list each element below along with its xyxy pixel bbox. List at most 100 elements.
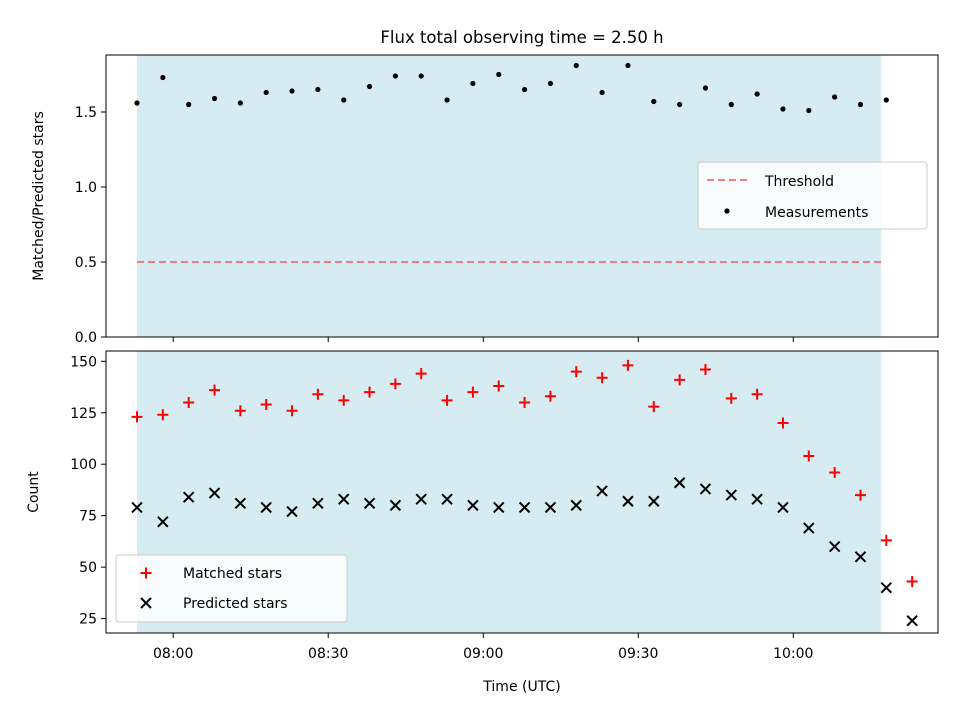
y-tick-label: 50	[79, 560, 97, 576]
predicted-stars-point	[493, 501, 505, 514]
y-tick-label: 150	[70, 354, 97, 370]
matched-stars-point	[441, 394, 453, 406]
measurement-point	[677, 101, 683, 108]
measurement-point	[366, 83, 373, 90]
matched-stars-point	[389, 378, 401, 390]
legend-matched-label: Matched stars	[183, 566, 282, 582]
matched-stars-point	[854, 489, 866, 501]
predicted-stars-point	[596, 485, 608, 497]
legend-measurement-label: Measurements	[765, 205, 868, 221]
matched-stars-point	[803, 450, 815, 462]
predicted-stars-point	[906, 614, 918, 627]
measurement-point	[806, 107, 812, 114]
measurement-point	[496, 71, 502, 78]
matched-stars-point	[751, 388, 763, 400]
y-tick-label: 25	[79, 612, 97, 628]
y-tick-label: 0.0	[75, 330, 97, 346]
matched-stars-point	[338, 394, 350, 406]
ratio-panel: 0.0 0.5 1.0 1.5 Matched/Predicted stars Thres…	[31, 54, 939, 346]
matched-stars-point	[570, 366, 582, 378]
predicted-stars-point	[467, 499, 479, 512]
y-tick-label: 100	[70, 457, 97, 473]
predicted-stars-point	[699, 483, 712, 495]
predicted-stars-point	[441, 493, 453, 505]
x-tick-label: 08:00	[153, 646, 193, 662]
legend-frame	[115, 554, 348, 623]
figure-title: Flux total observing time = 2.50 h	[380, 28, 663, 47]
y-tick-label: 1.0	[75, 180, 97, 196]
y-tick-label: 125	[70, 406, 97, 422]
y-tick-label: 75	[79, 509, 97, 525]
predicted-stars-point	[570, 499, 582, 512]
matched-stars-point	[596, 372, 608, 384]
matched-stars-point	[906, 576, 918, 588]
matched-stars-point	[725, 392, 737, 404]
plot-area	[131, 359, 918, 627]
matched-stars-point	[234, 405, 246, 417]
predicted-stars-point	[415, 493, 427, 505]
matched-stars-point	[260, 399, 272, 411]
predicted-stars-point	[751, 493, 763, 505]
measurement-point	[780, 106, 786, 112]
measurement-point	[599, 89, 605, 96]
measurement-point	[160, 74, 166, 81]
y-axis-label: Matched/Predicted stars	[31, 111, 47, 281]
matched-stars-point	[829, 466, 841, 478]
y-axis-label: Count	[26, 471, 42, 513]
predicted-stars-point	[234, 497, 247, 510]
y-tick-label: 1.5	[75, 105, 97, 121]
predicted-stars-point	[131, 501, 143, 514]
y-tick-label: 0.5	[75, 255, 97, 271]
predicted-stars-point	[260, 501, 272, 514]
measurement-point	[728, 101, 734, 108]
measurement-point	[237, 100, 243, 106]
measurement-point	[470, 80, 476, 87]
measurement-point	[186, 101, 192, 108]
count-panel: 25 50 75 100 125 150 08:00 08:30 09:00 09:30 10:00…	[26, 350, 939, 695]
matched-stars-point	[209, 384, 221, 396]
measurement-point	[547, 80, 554, 87]
legend: Threshold Measurements	[697, 161, 928, 230]
predicted-stars-point	[157, 516, 169, 528]
legend: Matched stars Predicted stars	[115, 554, 348, 623]
matched-stars-point	[467, 386, 479, 398]
measurement-point	[392, 73, 398, 79]
measurement-point	[573, 62, 579, 69]
matched-stars-point	[648, 401, 660, 413]
matched-stars-point	[415, 368, 427, 380]
legend-threshold-label: Threshold	[764, 174, 834, 190]
measurement-point	[625, 62, 631, 69]
legend-predicted-marker	[140, 597, 152, 609]
predicted-stars-point	[648, 495, 660, 507]
matched-stars-point	[364, 386, 376, 398]
predicted-stars-point	[544, 501, 557, 514]
predicted-stars-point	[777, 501, 789, 514]
x-tick-label: 09:00	[463, 646, 503, 662]
predicted-stars-point	[673, 477, 686, 489]
matched-stars-point	[699, 364, 711, 376]
measurement-point	[651, 98, 657, 105]
x-axis-label: Time (UTC)	[482, 679, 560, 695]
matched-stars-point	[183, 396, 195, 408]
axes-frame	[105, 54, 939, 338]
measurement-point	[521, 86, 528, 93]
measurement-point	[341, 97, 347, 103]
matched-stars-point	[622, 359, 634, 371]
measurement-point	[211, 95, 218, 102]
legend-predicted-label: Predicted stars	[183, 596, 288, 612]
matched-stars-point	[674, 374, 686, 386]
measurement-point	[315, 86, 321, 93]
predicted-stars-point	[363, 497, 376, 510]
matched-stars-point	[777, 417, 789, 429]
predicted-stars-point	[725, 489, 737, 501]
predicted-stars-point	[182, 491, 195, 503]
predicted-stars-point	[622, 495, 634, 507]
measurement-point	[263, 89, 269, 96]
measurement-point	[857, 101, 864, 108]
measurement-point	[418, 73, 424, 79]
predicted-stars-point	[854, 551, 867, 563]
matched-stars-point	[493, 380, 505, 392]
legend-measurement-marker	[724, 208, 730, 214]
matched-stars-point	[157, 409, 169, 421]
